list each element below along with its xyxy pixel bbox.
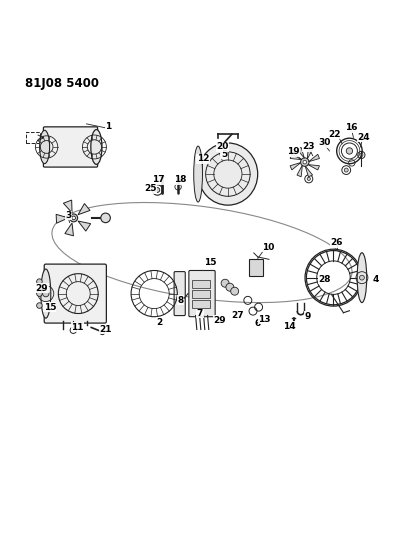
Ellipse shape	[91, 130, 102, 164]
Polygon shape	[309, 154, 320, 161]
Ellipse shape	[41, 269, 51, 318]
FancyBboxPatch shape	[191, 280, 210, 288]
Text: 15: 15	[204, 258, 216, 267]
Text: 8: 8	[178, 296, 184, 305]
Ellipse shape	[198, 143, 258, 205]
FancyBboxPatch shape	[174, 272, 185, 316]
FancyBboxPatch shape	[249, 259, 263, 276]
Polygon shape	[56, 214, 68, 223]
Circle shape	[307, 177, 310, 181]
Circle shape	[155, 188, 160, 192]
Text: 20: 20	[217, 142, 229, 151]
Text: 19: 19	[287, 147, 300, 156]
Text: 1: 1	[105, 122, 112, 131]
Text: 14: 14	[282, 322, 295, 331]
Polygon shape	[307, 148, 313, 159]
Text: 27: 27	[231, 311, 244, 320]
Polygon shape	[290, 154, 302, 160]
Text: 26: 26	[330, 238, 343, 247]
Circle shape	[221, 279, 229, 287]
Text: 23: 23	[303, 142, 315, 151]
Ellipse shape	[357, 253, 367, 303]
Text: 28: 28	[318, 274, 331, 284]
Polygon shape	[308, 165, 320, 170]
Text: 10: 10	[261, 243, 274, 252]
Ellipse shape	[40, 130, 50, 164]
Text: 4: 4	[372, 274, 379, 284]
Text: 25: 25	[144, 184, 156, 193]
Ellipse shape	[194, 146, 202, 202]
Circle shape	[70, 214, 78, 222]
Text: 17: 17	[152, 175, 164, 184]
Circle shape	[226, 283, 234, 291]
Text: 2: 2	[156, 318, 162, 327]
Text: 16: 16	[345, 123, 358, 132]
Circle shape	[72, 216, 76, 220]
Circle shape	[37, 303, 42, 308]
Text: 6: 6	[255, 319, 261, 328]
Text: 12: 12	[197, 155, 209, 164]
Text: 22: 22	[328, 130, 341, 139]
Circle shape	[37, 279, 42, 285]
FancyBboxPatch shape	[189, 270, 215, 317]
Circle shape	[301, 158, 309, 166]
Text: 13: 13	[258, 314, 271, 324]
Polygon shape	[78, 221, 90, 231]
Text: 9: 9	[304, 312, 311, 321]
Text: 24: 24	[357, 133, 370, 141]
Text: 18: 18	[174, 175, 186, 184]
Text: 30: 30	[318, 139, 331, 148]
Polygon shape	[65, 223, 74, 236]
FancyBboxPatch shape	[44, 264, 106, 323]
Circle shape	[231, 287, 239, 295]
Text: 15: 15	[44, 303, 56, 312]
FancyBboxPatch shape	[191, 290, 210, 298]
Circle shape	[303, 160, 307, 164]
Text: 29: 29	[214, 316, 226, 325]
Polygon shape	[297, 148, 305, 158]
FancyBboxPatch shape	[43, 127, 98, 167]
FancyBboxPatch shape	[26, 132, 40, 143]
Text: 21: 21	[99, 325, 112, 334]
Circle shape	[360, 154, 363, 157]
Circle shape	[43, 290, 49, 297]
Text: 11: 11	[72, 322, 84, 332]
FancyBboxPatch shape	[191, 300, 210, 308]
Polygon shape	[63, 200, 72, 213]
Circle shape	[360, 275, 364, 280]
Text: 29: 29	[36, 284, 48, 293]
Polygon shape	[297, 165, 302, 177]
Text: 7: 7	[197, 309, 203, 318]
Text: 5: 5	[221, 150, 227, 159]
Polygon shape	[290, 163, 301, 170]
Circle shape	[344, 168, 348, 172]
Polygon shape	[78, 204, 90, 215]
Polygon shape	[305, 166, 313, 177]
Circle shape	[37, 291, 42, 296]
Text: 3: 3	[65, 211, 72, 220]
Text: 81J08 5400: 81J08 5400	[25, 77, 99, 90]
Circle shape	[100, 330, 105, 335]
Circle shape	[346, 148, 353, 154]
Circle shape	[101, 213, 110, 223]
